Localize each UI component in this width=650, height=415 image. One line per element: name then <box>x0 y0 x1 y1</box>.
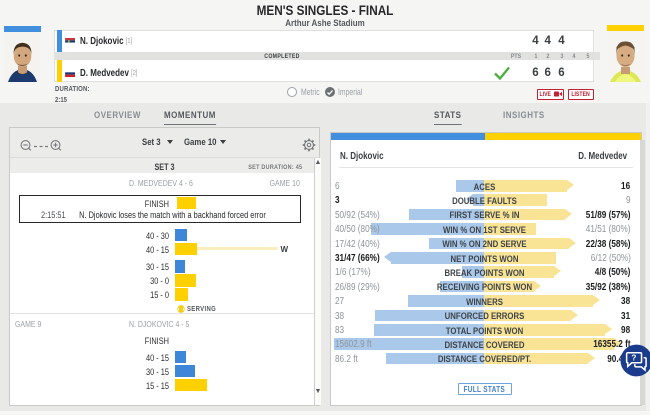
svg-text:?: ? <box>631 353 636 362</box>
